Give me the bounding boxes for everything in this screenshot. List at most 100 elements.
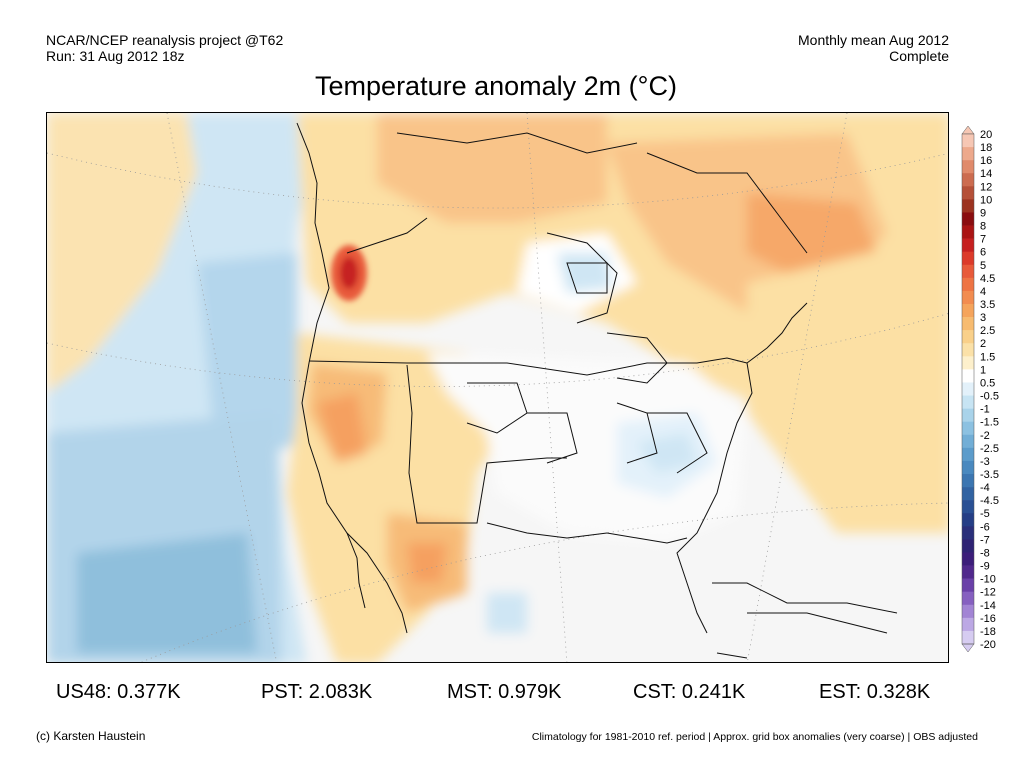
- colorbar-tick-label: -6: [980, 521, 990, 533]
- colorbar-tick-label: 3.5: [980, 299, 995, 311]
- coastlines: [296, 122, 898, 659]
- stat-cst: CST: 0.241K: [633, 681, 746, 703]
- colorbar-tick-label: 2: [980, 338, 986, 350]
- colorbar-swatch: [962, 474, 974, 488]
- colorbar-swatch: [962, 212, 974, 226]
- colorbar-swatch: [962, 290, 974, 305]
- region-stats: US48: 0.377K PST: 2.083K MST: 0.979K CST…: [0, 680, 1024, 706]
- colorbar-swatch: [962, 526, 974, 540]
- colorbar-swatch: [962, 343, 974, 357]
- colorbar-swatch: [962, 277, 974, 292]
- colorbar-tick-label: 5: [980, 260, 986, 272]
- colorbar-arrow-top: [961, 126, 975, 135]
- climatology-note: Climatology for 1981-2010 ref. period | …: [531, 731, 978, 743]
- colorbar-swatch: [962, 225, 974, 239]
- colorbar-swatch: [962, 238, 974, 252]
- colorbar-swatch: [962, 330, 974, 344]
- colorbar-swatch: [962, 317, 974, 331]
- colorbar-tick-label: -5: [980, 508, 990, 520]
- colorbar-swatch: [962, 565, 974, 579]
- stat-us48: US48: 0.377K: [56, 681, 181, 703]
- colorbar-tick-label: -10: [980, 574, 996, 586]
- colorbar-tick-label: -7: [980, 534, 990, 546]
- colorbar-swatch: [962, 617, 974, 632]
- colorbar-tick-label: 3: [980, 312, 986, 324]
- colorbar-swatch: [962, 604, 974, 619]
- colorbar-swatch: [962, 487, 974, 501]
- colorbar-swatch: [962, 382, 974, 396]
- colorbar-tick-label: 6: [980, 247, 986, 259]
- colorbar-tick-label: -20: [980, 639, 996, 651]
- colorbar-swatch: [962, 395, 974, 409]
- colorbar-swatch: [962, 199, 974, 213]
- colorbar-tick-label: -3.5: [980, 469, 999, 481]
- colorbar-swatch: [962, 500, 974, 514]
- colorbar-tick-label: 9: [980, 207, 986, 219]
- model-label: NCAR/NCEP reanalysis project @T62: [46, 32, 284, 48]
- header-right: Monthly mean Aug 2012 Complete: [798, 32, 949, 64]
- colorbar-tick-label: -8: [980, 547, 990, 559]
- colorbar-arrow-bottom: [961, 643, 975, 652]
- period-label: Monthly mean Aug 2012: [798, 32, 949, 48]
- colorbar-tick-label: -9: [980, 561, 990, 573]
- colorbar-tick-label: -2: [980, 430, 990, 442]
- colorbar-tick-label: 1.5: [980, 351, 995, 363]
- copyright: (c) Karsten Haustein: [36, 729, 146, 743]
- colorbar-swatch: [962, 539, 974, 553]
- colorbar-swatch: [962, 356, 974, 370]
- colorbar-swatch: [962, 251, 974, 266]
- run-label: Run: 31 Aug 2012 18z: [46, 48, 185, 64]
- colorbar-tick-label: -1: [980, 404, 990, 416]
- stat-pst: PST: 2.083K: [261, 681, 373, 703]
- colorbar-swatch: [962, 134, 974, 148]
- colorbar-tick-label: 20: [980, 129, 992, 141]
- graticule: [47, 113, 948, 662]
- header-left: NCAR/NCEP reanalysis project @T62 Run: 3…: [46, 32, 283, 64]
- colorbar-tick-label: -12: [980, 587, 996, 599]
- colorbar-swatch: [962, 160, 974, 174]
- colorbar-tick-label: -2.5: [980, 443, 999, 455]
- stat-mst: MST: 0.979K: [447, 681, 562, 703]
- colorbar-tick-label: 12: [980, 181, 992, 193]
- colorbar-swatch: [962, 591, 974, 606]
- map-title: Temperature anomaly 2m (°C): [315, 71, 677, 101]
- colorbar-tick-label: -14: [980, 600, 996, 612]
- colorbar-tick-label: 4: [980, 286, 986, 298]
- colorbar-swatch: [962, 434, 974, 449]
- colorbar-swatch: [962, 264, 974, 279]
- colorbar-swatch: [962, 147, 974, 161]
- colorbar-swatch: [962, 630, 974, 645]
- anomaly-map: [46, 112, 949, 663]
- colorbar-tick-label: 14: [980, 168, 992, 180]
- colorbar-swatch: [962, 578, 974, 592]
- colorbar-swatch: [962, 408, 974, 422]
- colorbar-swatch: [962, 304, 974, 318]
- colorbar-swatch: [962, 173, 974, 187]
- colorbar-swatch: [962, 421, 974, 436]
- colorbar-tick-label: -4.5: [980, 495, 999, 507]
- colorbar-tick-label: 16: [980, 155, 992, 167]
- colorbar-swatch: [962, 369, 974, 383]
- colorbar-tick-label: 0.5: [980, 377, 995, 389]
- colorbar-tick-label: -4: [980, 482, 990, 494]
- colorbar-tick-label: 7: [980, 234, 986, 246]
- colorbar-tick-label: 2.5: [980, 325, 995, 337]
- anomaly-field: [47, 113, 948, 662]
- colorbar-tick-label: -16: [980, 613, 996, 625]
- colorbar-tick-label: 4.5: [980, 273, 995, 285]
- colorbar-tick-label: 8: [980, 221, 986, 233]
- status-label: Complete: [889, 48, 949, 64]
- colorbar-swatch: [962, 552, 974, 566]
- colorbar-tick-label: -3: [980, 456, 990, 468]
- stat-est: EST: 0.328K: [819, 681, 931, 703]
- colorbar-swatch: [962, 186, 974, 200]
- colorbar-tick-label: -18: [980, 626, 996, 638]
- colorbar-tick-label: 18: [980, 142, 992, 154]
- colorbar-swatch: [962, 513, 974, 527]
- colorbar-tick-label: 10: [980, 194, 992, 206]
- map-svg: [47, 113, 948, 662]
- colorbar-tick-label: -0.5: [980, 391, 999, 403]
- colorbar-tick-label: 1: [980, 364, 986, 376]
- colorbar-swatch: [962, 447, 974, 462]
